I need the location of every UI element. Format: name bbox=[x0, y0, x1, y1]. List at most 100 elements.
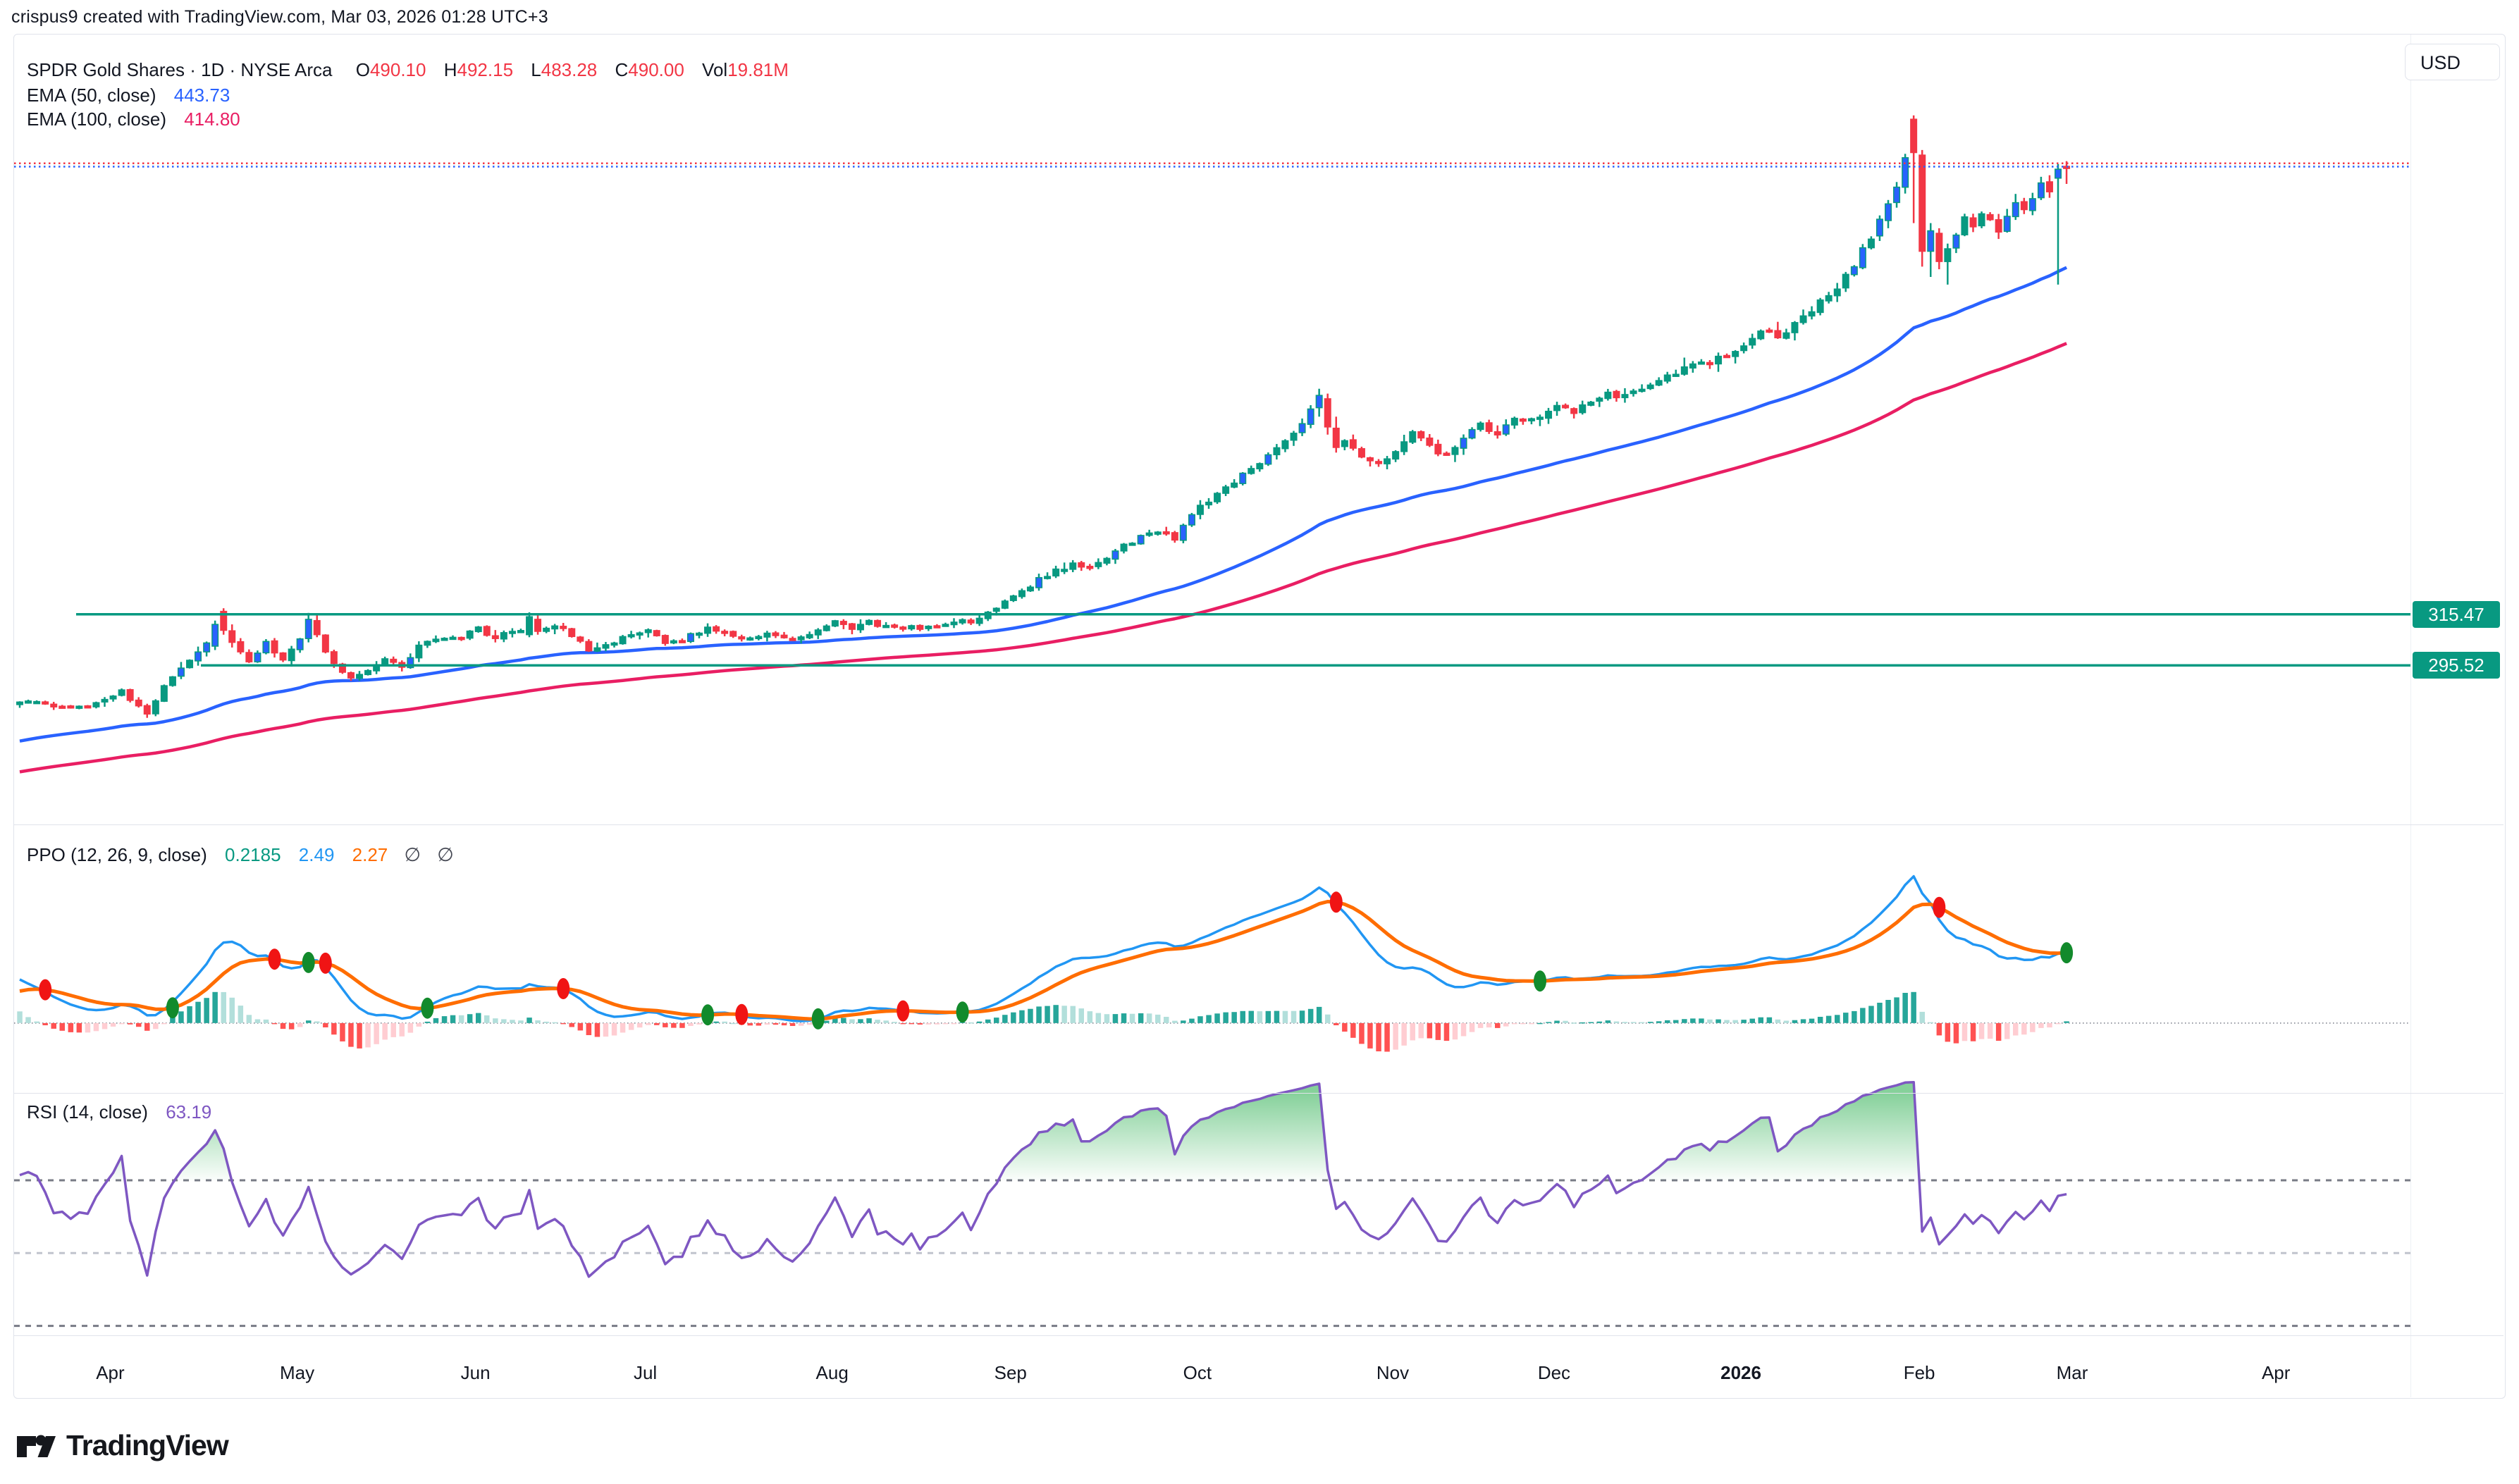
price-scale[interactable]: 525.00500.00475.00450.00425.00400.00375.… bbox=[2411, 35, 2503, 1335]
ppo-histogram-bar bbox=[424, 1021, 431, 1023]
candle-body bbox=[424, 641, 431, 646]
candle-body bbox=[1128, 543, 1136, 546]
candle-body bbox=[2028, 198, 2036, 211]
ppo-signal-value: 2.27 bbox=[352, 844, 388, 865]
ppo-histogram-bar bbox=[1223, 1012, 1228, 1023]
candle-body bbox=[1434, 443, 1442, 455]
ppo-bullish-cross-dot bbox=[956, 1001, 969, 1023]
candle-body bbox=[1307, 408, 1314, 425]
ppo-bullish-cross-dot bbox=[811, 1008, 825, 1029]
candle-body bbox=[1579, 404, 1587, 414]
ppo-histogram-bar bbox=[399, 1022, 405, 1037]
candle-body bbox=[1978, 213, 1985, 227]
candle-body bbox=[1723, 354, 1731, 359]
ppo-histogram-bar bbox=[1665, 1020, 1670, 1023]
ema100-name[interactable]: EMA (100, close) bbox=[27, 109, 166, 130]
ppo-histogram-bar bbox=[985, 1019, 991, 1023]
rsi-name[interactable]: RSI (14, close) bbox=[27, 1101, 148, 1123]
ppo-histogram-bar bbox=[365, 1022, 371, 1048]
candle-body bbox=[1604, 391, 1612, 400]
candle-body bbox=[568, 628, 576, 638]
ppo-bearish-cross-dot bbox=[39, 979, 52, 1001]
candle-body bbox=[1196, 505, 1204, 515]
candle-body bbox=[1231, 482, 1238, 488]
candle-body bbox=[1171, 532, 1178, 541]
time-scale[interactable]: Apr May Jun Jul Aug Sep Oct Nov Dec 2026 Feb Mar Apr bbox=[14, 1336, 2410, 1397]
ppo-name[interactable]: PPO (12, 26, 9, close) bbox=[27, 844, 207, 865]
ppo-histogram-bar bbox=[1673, 1020, 1679, 1023]
candle-body bbox=[670, 640, 677, 644]
candle-body bbox=[823, 625, 830, 631]
candle-body bbox=[661, 635, 669, 644]
ppo-histogram-bar bbox=[1596, 1021, 1603, 1023]
ppo-histogram-bar bbox=[696, 1022, 702, 1025]
ppo-histogram-bar bbox=[1732, 1020, 1738, 1023]
ppo-histogram-bar bbox=[1257, 1011, 1263, 1023]
candle-body bbox=[721, 631, 729, 634]
ppo-histogram-bar bbox=[59, 1022, 65, 1031]
candle-body bbox=[1732, 351, 1739, 357]
candle-body bbox=[75, 705, 83, 709]
pane-separator-main-ppo[interactable] bbox=[14, 824, 2503, 825]
ppo-histogram-bar bbox=[586, 1022, 592, 1035]
month-label: Aug bbox=[815, 1362, 849, 1383]
candle-body bbox=[1426, 437, 1434, 446]
ppo-histogram-bar bbox=[254, 1019, 261, 1023]
ppo-histogram-bar bbox=[271, 1022, 278, 1025]
ppo-histogram-bar bbox=[1699, 1018, 1704, 1023]
ppo-histogram-bar bbox=[569, 1022, 574, 1027]
candle-body bbox=[1069, 562, 1077, 570]
low-label: L bbox=[531, 59, 541, 80]
candle-body bbox=[891, 624, 899, 628]
candle-body bbox=[67, 705, 75, 709]
candle-body bbox=[543, 627, 550, 632]
ppo-histogram-bar bbox=[510, 1020, 515, 1023]
month-label: Dec bbox=[1537, 1362, 1571, 1383]
ppo-histogram-bar bbox=[611, 1022, 617, 1036]
candle-body bbox=[653, 630, 660, 636]
ppo-histogram-bar bbox=[1410, 1022, 1415, 1041]
ppo-histogram-bar bbox=[1189, 1018, 1195, 1023]
ppo-histogram-bar bbox=[76, 1022, 82, 1033]
ppo-histogram-bar bbox=[17, 1011, 23, 1023]
candle-body bbox=[1816, 299, 1824, 314]
ppo-bearish-cross-dot bbox=[557, 978, 570, 999]
candle-body bbox=[746, 637, 754, 641]
candle-body bbox=[942, 624, 949, 627]
candle-body bbox=[1384, 458, 1391, 464]
candle-body bbox=[381, 658, 389, 665]
pane-separator-rsi-timeaxis bbox=[14, 1335, 2503, 1336]
ppo-histogram-bar bbox=[772, 1022, 779, 1025]
ppo-histogram-bar bbox=[747, 1022, 753, 1026]
symbol-title[interactable]: SPDR Gold Shares · 1D · NYSE Arca bbox=[27, 59, 333, 80]
candle-body bbox=[1315, 395, 1323, 409]
ppo-histogram-bar bbox=[1588, 1022, 1594, 1023]
ema50-name[interactable]: EMA (50, close) bbox=[27, 85, 156, 106]
ppo-histogram-bar bbox=[1656, 1021, 1662, 1023]
ppo-histogram-bar bbox=[2004, 1022, 2010, 1039]
candle-body bbox=[585, 641, 593, 652]
ppo-histogram-bar bbox=[1716, 1019, 1721, 1023]
ppo-histogram-bar bbox=[25, 1017, 31, 1023]
candle-body bbox=[415, 644, 423, 659]
ppo-histogram-bar bbox=[1028, 1008, 1033, 1023]
ppo-histogram-bar bbox=[1894, 997, 1899, 1023]
ppo-bullish-cross-dot bbox=[1534, 970, 1546, 992]
ema100-legend-row: EMA (100, close) 414.80 bbox=[27, 109, 240, 130]
currency-button[interactable]: USD bbox=[2405, 44, 2500, 80]
tradingview-logo[interactable]: TradingView bbox=[17, 1429, 229, 1462]
ppo-histogram-bar bbox=[246, 1015, 252, 1023]
low-value: 483.28 bbox=[541, 59, 598, 80]
candle-body bbox=[25, 700, 32, 704]
ppo-histogram-bar bbox=[951, 1022, 957, 1025]
ppo-histogram-bar bbox=[663, 1022, 668, 1027]
ppo-histogram-bar bbox=[1164, 1017, 1169, 1023]
ppo-source-icon[interactable]: ∅ bbox=[437, 844, 454, 865]
ppo-histogram-bar bbox=[93, 1022, 99, 1032]
candle-body bbox=[1867, 238, 1875, 249]
ppo-source-icon[interactable]: ∅ bbox=[404, 844, 421, 865]
ppo-histogram-bar bbox=[467, 1014, 473, 1023]
ppo-histogram-bar bbox=[654, 1022, 660, 1025]
pane-separator-ppo-rsi[interactable] bbox=[14, 1093, 2503, 1094]
